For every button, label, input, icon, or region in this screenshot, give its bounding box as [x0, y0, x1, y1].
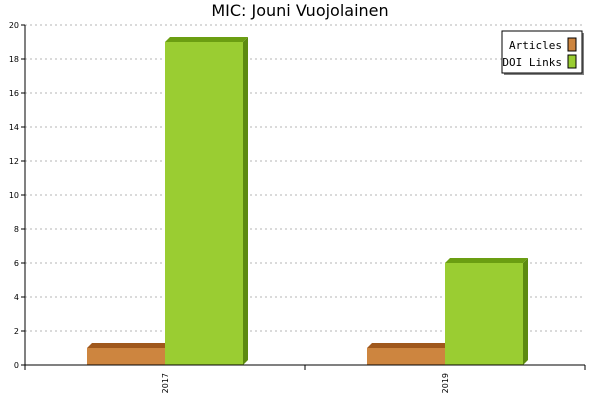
chart-title: MIC: Jouni Vuojolainen — [211, 1, 388, 20]
y-tick-label: 18 — [9, 55, 19, 64]
y-tick-label: 12 — [9, 157, 19, 166]
legend-swatch — [567, 37, 577, 52]
legend-label: DOI Links — [502, 56, 562, 69]
bar — [87, 348, 165, 365]
y-tick-label: 8 — [14, 225, 19, 234]
bars — [87, 37, 528, 365]
bar-top — [87, 343, 170, 348]
y-tick-label: 10 — [9, 191, 19, 200]
y-tick-label: 20 — [9, 21, 19, 30]
bar — [165, 42, 243, 365]
x-tick-label: 2017 — [161, 373, 170, 393]
legend: Articles DOI Links — [501, 30, 584, 75]
y-tick-label: 4 — [14, 293, 19, 302]
bar-side — [243, 37, 248, 365]
axes: 0 2 4 6 8 10 12 14 16 18 20 2017 2019 — [9, 21, 586, 393]
bar-top — [367, 343, 450, 348]
bar-side — [523, 258, 528, 365]
legend-label: Articles — [509, 39, 562, 52]
legend-swatch — [567, 54, 577, 69]
y-tick-label: 16 — [9, 89, 19, 98]
y-tick-label: 0 — [14, 361, 19, 370]
bar — [367, 348, 445, 365]
x-tick-label: 2019 — [441, 373, 450, 393]
bar-top — [445, 258, 528, 263]
bar-top — [165, 37, 248, 42]
y-tick-label: 6 — [14, 259, 19, 268]
bar — [445, 263, 523, 365]
y-tick-label: 2 — [14, 327, 19, 336]
y-tick-label: 14 — [9, 123, 19, 132]
